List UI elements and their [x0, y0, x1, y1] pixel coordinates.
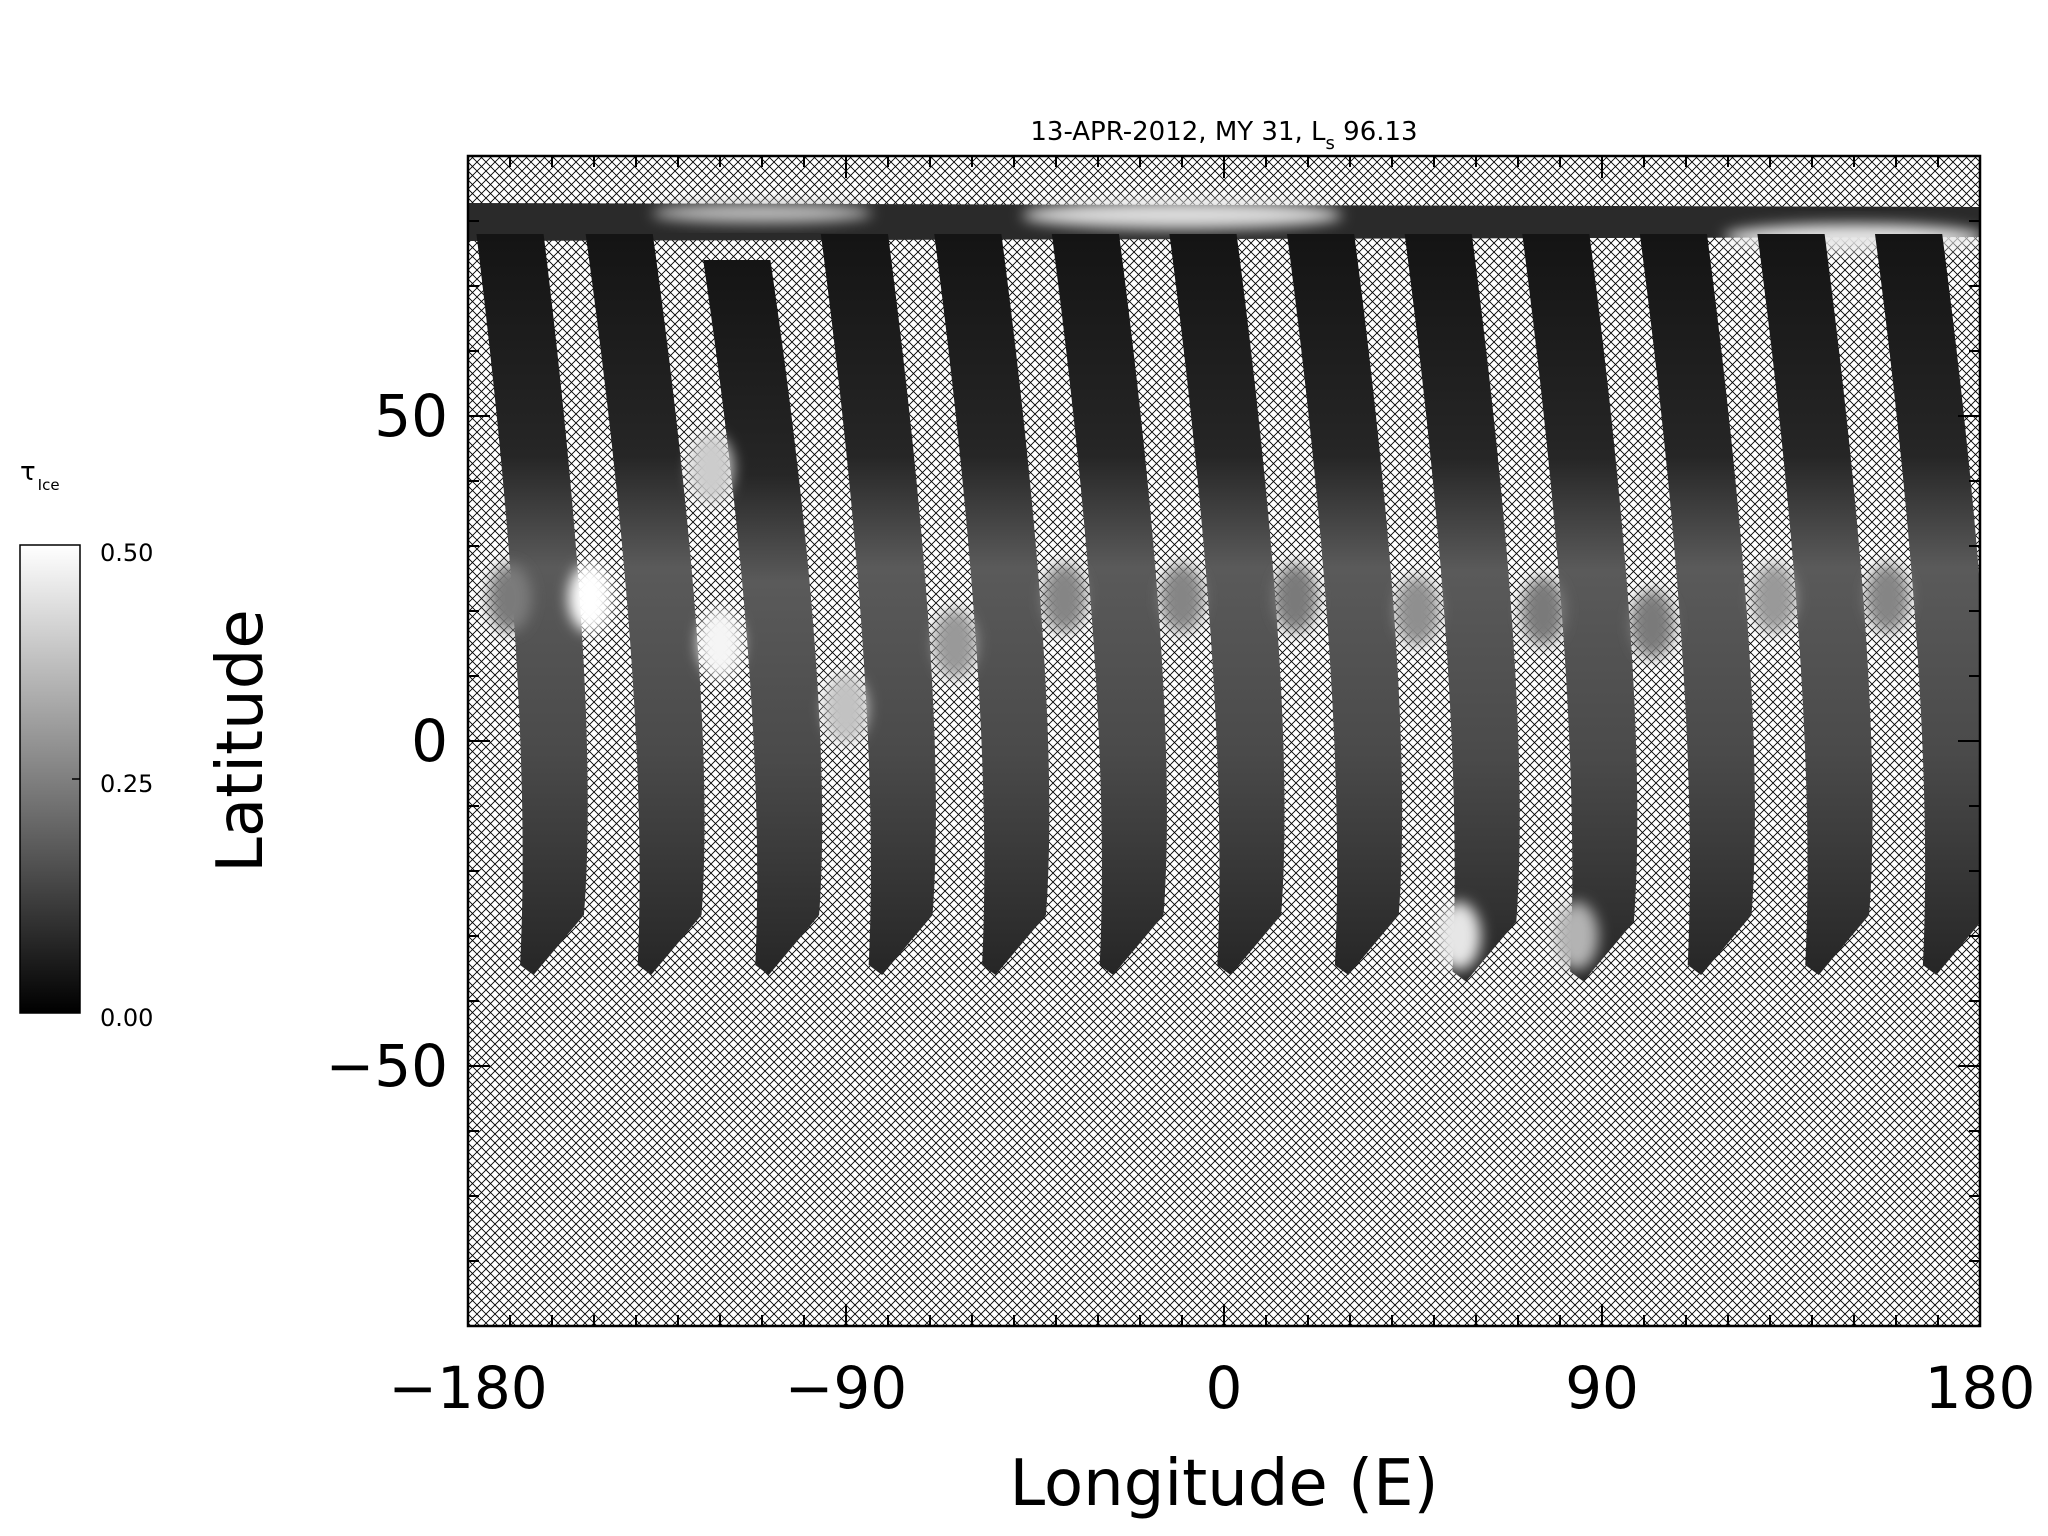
colorbar-tick-max: 0.50: [100, 539, 153, 567]
ice-patch: [1630, 590, 1674, 658]
swath-strip: [1051, 234, 1167, 975]
swath-strip: [820, 234, 936, 975]
swath-10: [1521, 234, 1638, 982]
x-tick-label: 180: [1925, 1354, 2036, 1422]
ice-patch: [568, 564, 612, 632]
swath-strip: [476, 234, 588, 975]
ice-patch: [1273, 564, 1317, 632]
swath-8: [1273, 234, 1403, 975]
swath-12: [1752, 234, 1873, 975]
plot-area: −180 −90 0 90 180 −50 0 50: [326, 154, 2036, 1422]
y-tick-label: 0: [411, 707, 448, 775]
swath-strip: [1169, 234, 1285, 975]
swath-strip: [1757, 234, 1873, 975]
swath-2: [568, 234, 705, 975]
ice-patch: [1866, 564, 1910, 632]
swath-strip: [1287, 234, 1403, 975]
swath-6: [1042, 234, 1167, 975]
y-tick-label: 50: [374, 382, 448, 450]
ice-patch: [933, 609, 977, 678]
ice-patch: [1160, 564, 1204, 632]
swath-strip: [1522, 234, 1638, 982]
colorbar-label: τ Ice: [20, 457, 60, 494]
ice-patch: [488, 564, 532, 632]
swath-strip: [585, 234, 705, 975]
swath-strip: [934, 234, 1050, 975]
swath-strip: [1639, 234, 1755, 975]
ice-patch: [1752, 564, 1796, 632]
colorbar-tick-min: 0.00: [100, 1004, 153, 1032]
swath-3: [690, 260, 823, 975]
colorbar: τ Ice 0.50 0.25 0.00: [19, 457, 153, 1032]
y-axis-label: Latitude: [204, 609, 278, 872]
ice-patch: [1437, 902, 1481, 970]
swath-strip: [703, 260, 823, 975]
map-layer: [468, 201, 1980, 982]
x-tick-label: −180: [388, 1354, 547, 1422]
x-tick-label: 90: [1565, 1354, 1639, 1422]
x-axis-label: Longitude (E): [1009, 1447, 1438, 1521]
ice-patch: [824, 674, 868, 743]
ice-patch: [1042, 564, 1086, 632]
colorbar-tick-mid-label: 0.25: [100, 770, 153, 798]
x-tick-label: −90: [785, 1354, 907, 1422]
swath-11: [1630, 234, 1755, 975]
colorbar-gradient: [19, 544, 81, 1014]
swath-1: [476, 234, 588, 975]
ticks-layer: −180 −90 0 90 180 −50 0 50: [326, 155, 2036, 1422]
y-tick-label: −50: [326, 1032, 448, 1100]
ice-patch: [1555, 902, 1599, 970]
swath-strip: [1404, 234, 1520, 982]
swath-9: [1395, 234, 1520, 982]
polar-ice-patch: [1022, 201, 1342, 229]
polar-ice-patch: [652, 203, 872, 223]
swath-13: [1866, 234, 1980, 975]
ice-patch: [1395, 577, 1439, 645]
chart-title: 13-APR-2012, MY 31, Ls 96.13: [1030, 117, 1417, 154]
x-tick-label: 0: [1206, 1354, 1243, 1422]
swath-5: [933, 234, 1050, 975]
swath-7: [1160, 234, 1285, 975]
ice-patch: [1521, 577, 1565, 645]
swath-strip: [1875, 234, 1980, 975]
ice-patch: [690, 434, 734, 502]
ice-patch: [698, 609, 742, 678]
swath-4: [820, 234, 936, 975]
